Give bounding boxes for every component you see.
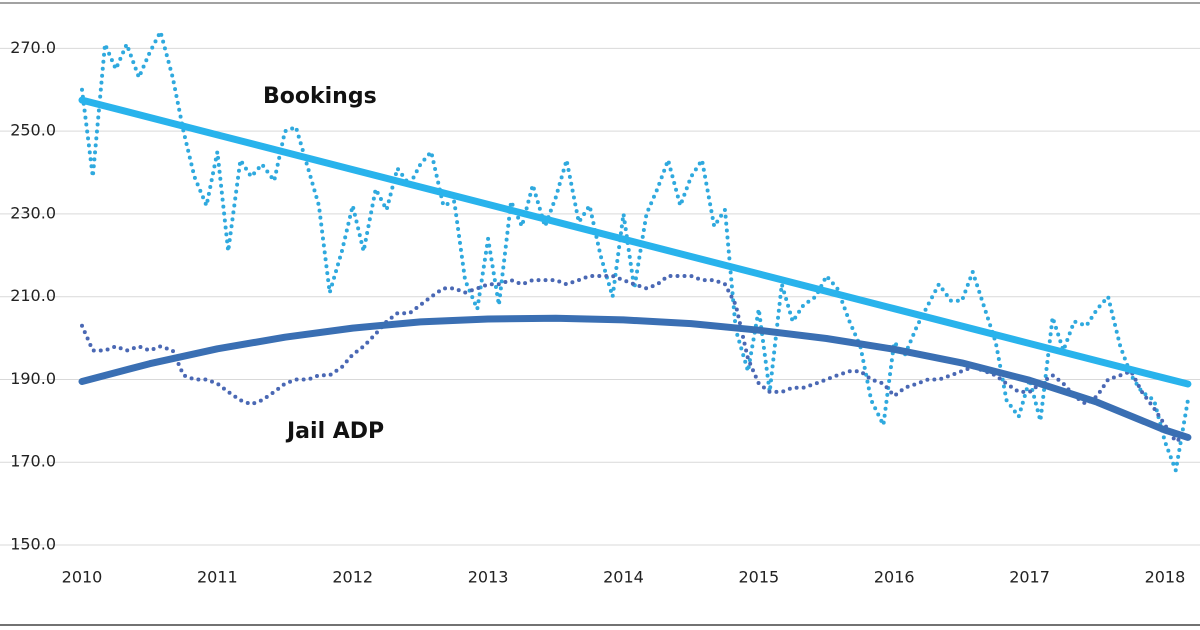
y-tick-label: 170.0 (10, 452, 56, 471)
x-tick-label: 2016 (874, 568, 915, 587)
y-tick-label: 230.0 (10, 203, 56, 222)
x-tick-label: 2011 (197, 568, 238, 587)
trend-line (78, 314, 1192, 441)
y-tick-label: 150.0 (10, 535, 56, 554)
x-tick-label: 2012 (332, 568, 373, 587)
annotation: Bookings (263, 84, 377, 109)
trend-line (78, 96, 1192, 388)
y-tick-label: 250.0 (10, 121, 56, 140)
y-tick-label: 270.0 (10, 38, 56, 57)
annotation: Jail ADP (285, 419, 384, 444)
y-tick-label: 190.0 (10, 369, 56, 388)
x-tick-label: 2013 (468, 568, 509, 587)
dotted-line (80, 274, 1190, 444)
x-tick-label: 2018 (1145, 568, 1186, 587)
y-tick-label: 210.0 (10, 286, 56, 305)
lines (78, 29, 1192, 473)
x-tick-label: 2017 (1009, 568, 1050, 587)
x-tick-label: 2014 (603, 568, 644, 587)
grid: 150.0 170.0 190.0 210.0 230.0 250.0 270.0 2010 2… (0, 38, 1200, 587)
dotted-line (80, 29, 1190, 473)
x-tick-label: 2015 (738, 568, 779, 587)
x-tick-label: 2010 (62, 568, 103, 587)
